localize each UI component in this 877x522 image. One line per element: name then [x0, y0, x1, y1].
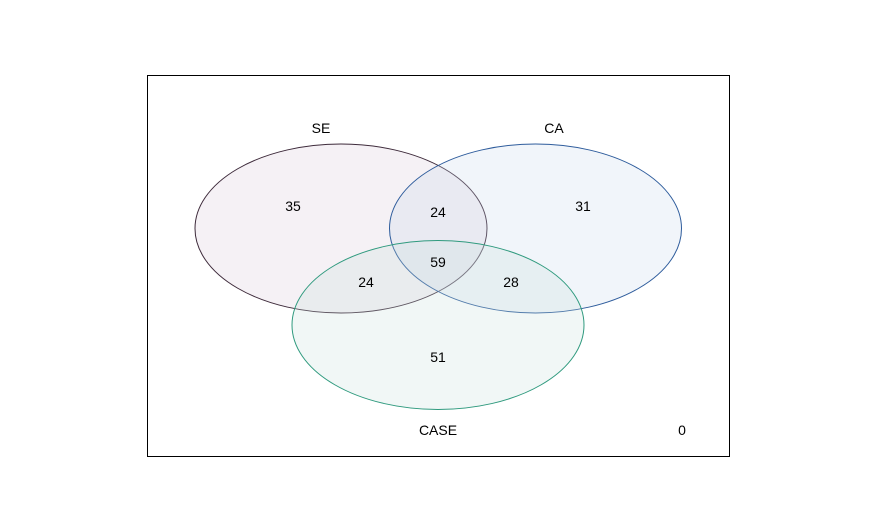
- set-label-se: SE: [312, 120, 331, 136]
- set-label-ca: CA: [544, 120, 564, 136]
- count-se-case: 24: [358, 274, 374, 290]
- count-se-only: 35: [285, 198, 301, 214]
- set-case-ellipse: [291, 240, 585, 410]
- count-ca-case: 28: [503, 274, 519, 290]
- set-ca-ellipse: [389, 143, 682, 314]
- count-se-ca: 24: [430, 204, 446, 220]
- count-se-ca-case: 59: [430, 254, 446, 270]
- set-se-ellipse: [194, 143, 488, 314]
- set-label-case: CASE: [419, 422, 457, 438]
- count-none: 0: [678, 422, 686, 438]
- universe-frame: [147, 75, 730, 457]
- count-case-only: 51: [430, 349, 446, 365]
- count-ca-only: 31: [575, 198, 591, 214]
